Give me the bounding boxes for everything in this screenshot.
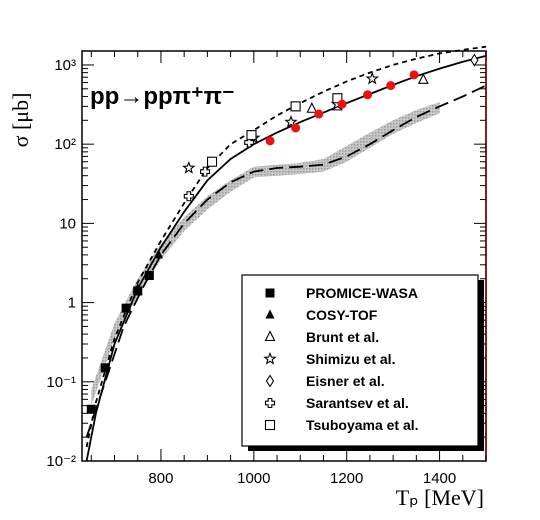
data-point-tsuboyama-et-al-0 — [206, 156, 218, 167]
legend-marker-brunt-et-al — [264, 330, 276, 342]
theory-curve-long-dash — [85, 84, 487, 438]
chart-title: pp→ppπ⁺π⁻ — [90, 83, 235, 110]
data-point-sarantsev-et-al-1 — [200, 166, 211, 177]
data-point-tsuboyama-et-al-1 — [246, 130, 257, 141]
data-point-sarantsev-et-al-2 — [244, 137, 255, 148]
legend-entries: PROMICE-WASA COSY-TOF Brunt et al. Shimizu … — [263, 285, 419, 433]
data-point-shimizu-et-al-0 — [182, 160, 196, 174]
data-point-promice-wasa-4 — [144, 270, 154, 280]
tick-layer: 800 1000 1200 1400 10⁻² 10⁻¹ 1 10 10² 10³ — [46, 51, 487, 487]
legend-marker-eisner-et-al — [265, 374, 275, 388]
legend-label-tsuboyama-et-al: Tsuboyama et al. — [306, 417, 419, 433]
uncertainty-band-0 — [91, 102, 440, 406]
legend-label-sarantsev-et-al: Sarantsev et al. — [306, 395, 409, 411]
data-point-data-points-4 — [363, 90, 373, 100]
legend-marker-sarantsev-et-al — [264, 397, 276, 409]
x-tick-label-1000: 1000 — [237, 470, 270, 487]
x-axis-title: Tₚ [MeV] — [396, 485, 484, 510]
data-point-tsuboyama-et-al-2 — [290, 101, 301, 112]
y-tick-label-0.01: 10⁻² — [46, 453, 76, 470]
data-point-data-points-5 — [386, 81, 396, 91]
data-point-sarantsev-et-al-0 — [183, 191, 194, 202]
y-tick-label-100: 10² — [54, 136, 76, 153]
data-point-promice-wasa-0 — [86, 404, 96, 414]
data-point-promice-wasa-1 — [100, 363, 110, 373]
band-layer — [91, 102, 440, 406]
marker-layer — [86, 53, 479, 414]
data-point-data-points-1 — [291, 123, 301, 133]
y-tick-label-0.1: 10⁻¹ — [46, 374, 76, 391]
legend-marker-tsuboyama-et-al — [264, 419, 276, 431]
data-point-data-points-6 — [409, 70, 419, 80]
data-point-brunt-et-al-2 — [417, 73, 429, 84]
legend-marker-shimizu-et-al — [263, 351, 277, 365]
y-tick-label-1000: 10³ — [54, 57, 76, 74]
legend-marker-promice-wasa — [265, 288, 275, 298]
y-tick-label-10: 10 — [59, 215, 76, 232]
y-axis-title: σ [μb] — [8, 93, 33, 148]
data-point-shimizu-et-al-4 — [365, 71, 380, 85]
legend-marker-cosy-tof — [265, 309, 275, 319]
theory-curve-short-dash — [85, 45, 487, 448]
data-point-eisner-et-al-0 — [470, 53, 479, 67]
data-point-shimizu-et-al-2 — [284, 115, 298, 128]
legend-label-shimizu-et-al: Shimizu et al. — [306, 351, 395, 367]
legend-box — [241, 274, 479, 447]
x-tick-label-1400: 1400 — [423, 470, 456, 487]
x-tick-label-800: 800 — [148, 470, 173, 487]
data-point-data-points-2 — [314, 109, 324, 119]
data-point-brunt-et-al-0 — [306, 102, 318, 113]
legend-label-eisner-et-al: Eisner et al. — [306, 373, 385, 389]
data-point-data-points-3 — [337, 99, 347, 109]
legend-label-cosy-tof: COSY-TOF — [306, 307, 378, 323]
data-point-data-points-0 — [265, 136, 275, 146]
data-point-cosy-tof-0 — [133, 283, 143, 293]
y-tick-label-1: 1 — [68, 295, 76, 312]
legend-label-brunt-et-al: Brunt et al. — [306, 329, 379, 345]
data-point-promice-wasa-2 — [121, 303, 131, 313]
legend-label-promice-wasa: PROMICE-WASA — [306, 285, 418, 301]
data-point-cosy-tof-1 — [154, 249, 164, 259]
legend: PROMICE-WASA COSY-TOF Brunt et al. Shimizu … — [241, 274, 484, 451]
data-point-tsuboyama-et-al-3 — [332, 93, 343, 104]
x-tick-label-1200: 1200 — [330, 470, 363, 487]
